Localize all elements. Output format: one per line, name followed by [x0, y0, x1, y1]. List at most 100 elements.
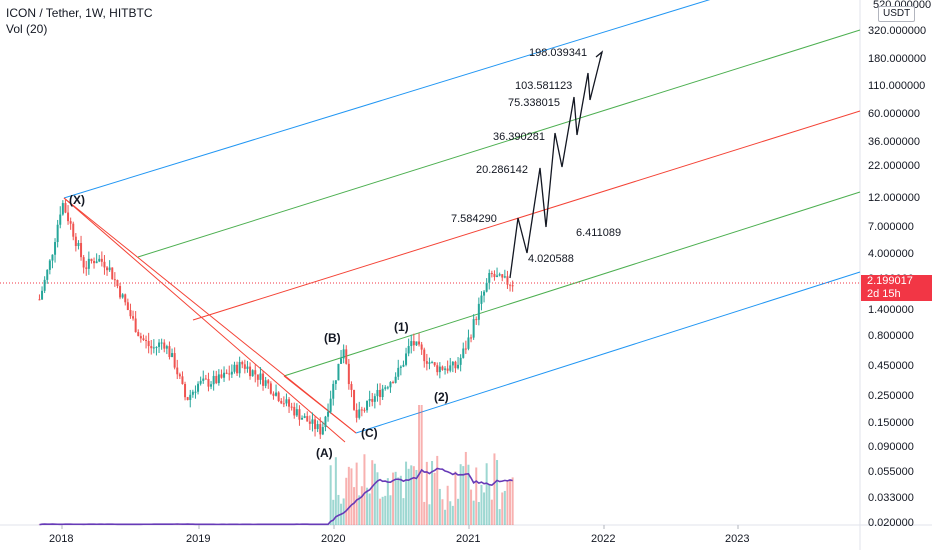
symbol-title[interactable]: ICON / Tether, 1W, HITBTC: [6, 6, 153, 20]
candle-body: [353, 389, 356, 410]
volume-indicator-label[interactable]: Vol (20): [6, 22, 48, 36]
candle-body: [243, 364, 246, 369]
volume-bar: [428, 504, 431, 525]
candle-body: [425, 361, 428, 364]
candle-body: [350, 384, 353, 390]
candle-body: [277, 392, 280, 401]
candle-body: [480, 295, 483, 304]
y-axis-tick: 0.033000: [868, 492, 914, 504]
candle-body: [321, 427, 324, 435]
candle-body: [173, 353, 176, 368]
projection-target-label: 103.581123: [515, 80, 572, 92]
candle-body: [74, 236, 77, 246]
candle-body: [329, 398, 332, 412]
candle-body: [360, 409, 363, 411]
candle-body: [61, 203, 64, 215]
candle-body: [316, 424, 319, 430]
candle-body: [41, 290, 44, 300]
candle-body: [90, 258, 93, 262]
x-axis-tick: 2021: [456, 533, 480, 545]
time-axis[interactable]: 2018 2019 2020 2021 2022 2023: [49, 525, 749, 545]
candle-body: [327, 411, 330, 417]
volume-bar: [459, 464, 462, 525]
candle-body: [202, 378, 205, 381]
candle-body: [87, 258, 90, 269]
candle-body: [298, 409, 301, 420]
volume-bar: [477, 501, 480, 525]
candle-body: [69, 221, 72, 224]
candle-body: [150, 346, 153, 349]
candle-body: [509, 284, 512, 286]
candle-body: [186, 397, 189, 400]
candle-body: [363, 409, 366, 411]
volume-bar: [412, 466, 415, 525]
projection-target-label: 198.039341: [529, 47, 587, 59]
y-axis-tick: 4.000000: [868, 248, 914, 260]
candle-body: [249, 366, 252, 377]
projection-target-label: 7.584290: [451, 213, 497, 225]
candle-body: [217, 374, 220, 384]
candle-body: [280, 400, 283, 404]
candle-body: [137, 332, 140, 337]
candle-body: [397, 367, 400, 377]
currency-badge[interactable]: USDT: [878, 6, 916, 22]
candle-body: [116, 280, 119, 287]
candle-body: [433, 362, 436, 366]
volume-bar: [402, 498, 405, 525]
volume-bar: [358, 495, 361, 525]
candle-body: [467, 337, 470, 349]
candle-body: [152, 347, 155, 349]
candle-body: [332, 383, 335, 399]
candle-body: [319, 424, 322, 435]
candle-body: [371, 399, 374, 402]
candle-body: [269, 383, 272, 394]
volume-bar: [397, 477, 400, 525]
candle-body: [51, 254, 54, 261]
candle-body: [168, 346, 171, 357]
candle-body: [334, 380, 337, 384]
volume-bar: [464, 451, 467, 525]
volume-bar: [410, 465, 413, 525]
candle-body: [215, 375, 218, 384]
volume-bar: [405, 461, 408, 525]
volume-bar: [399, 475, 402, 525]
channel-lower-line: [355, 271, 861, 434]
candle-body: [119, 286, 122, 298]
candle-body: [139, 336, 142, 339]
candle-body: [490, 273, 493, 275]
channel-line-green-upper: [137, 29, 861, 258]
volume-bar: [490, 499, 493, 525]
x-axis-tick: 2018: [49, 533, 73, 545]
candle-body: [113, 279, 116, 281]
candle-body: [163, 342, 166, 349]
candle-body: [48, 260, 51, 270]
price-axis[interactable]: 520.000000 320.000000 180.000000 110.000000…: [868, 0, 931, 529]
volume-bar: [342, 498, 345, 525]
y-axis-tick: 0.150000: [868, 417, 914, 429]
candle-body: [282, 403, 285, 405]
candle-body: [85, 267, 88, 269]
bar-countdown: 2d 15h: [867, 288, 901, 300]
candle-body: [506, 276, 509, 285]
candle-body: [210, 384, 213, 387]
x-axis-tick: 2019: [186, 533, 210, 545]
candle-body: [470, 337, 473, 339]
volume-bar: [462, 466, 465, 525]
y-axis-tick: 22.000000: [868, 160, 920, 172]
volume-bar: [449, 501, 452, 525]
candle-body: [197, 383, 200, 392]
candle-body: [262, 373, 265, 386]
candle-body: [483, 291, 486, 296]
candle-body: [93, 261, 96, 264]
y-axis-tick: 0.055000: [868, 466, 914, 478]
candle-body: [228, 373, 231, 375]
candle-body: [402, 364, 405, 367]
y-axis-tick: 36.000000: [868, 136, 920, 148]
y-axis-tick: 110.000000: [868, 80, 925, 92]
volume-bar: [350, 468, 353, 525]
candle-body: [314, 419, 317, 430]
candle-body: [462, 348, 465, 358]
current-price-tag: 2.199017 2d 15h: [861, 275, 932, 301]
candle-body: [254, 370, 257, 375]
